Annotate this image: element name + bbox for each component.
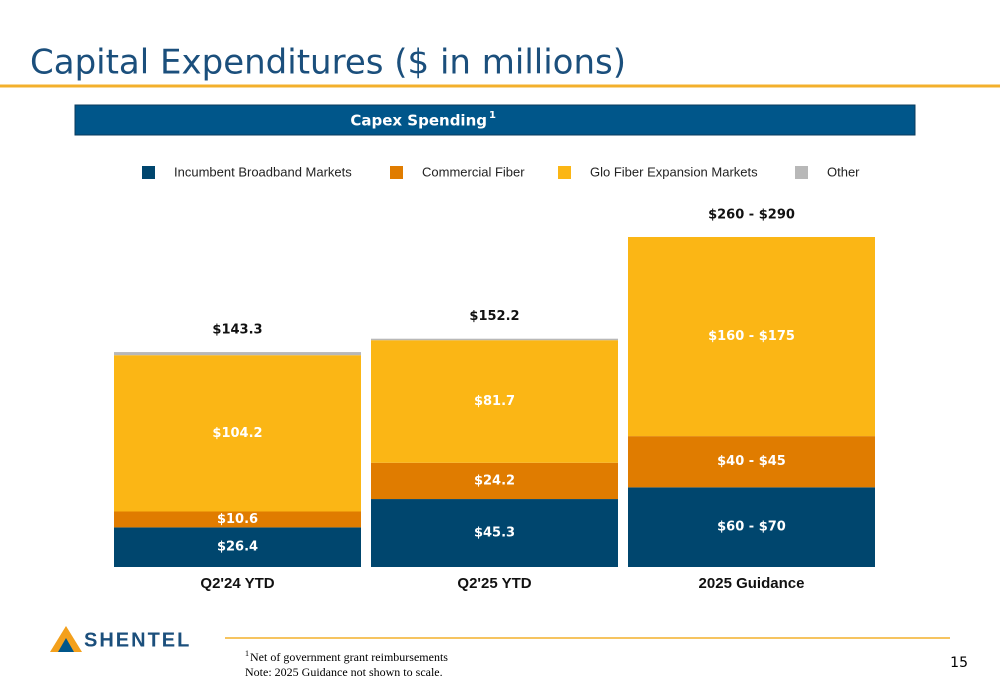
- page-number: 15: [950, 655, 968, 671]
- total-label: $143.3: [212, 323, 262, 338]
- value-label: $160 - $175: [708, 329, 795, 344]
- bar-segment: [628, 237, 875, 437]
- total-label: $260 - $290: [708, 208, 795, 223]
- bar-segment: [371, 340, 618, 463]
- value-label: $45.3: [474, 526, 515, 541]
- legend-swatch: [795, 166, 808, 179]
- bar-segment: [371, 338, 618, 341]
- value-label: $40 - $45: [717, 454, 786, 469]
- bar-segment: [371, 499, 618, 567]
- bar-segment: [114, 511, 361, 528]
- value-label: $60 - $70: [717, 520, 786, 535]
- bar-segment: [628, 487, 875, 567]
- bar-segment: [114, 527, 361, 567]
- value-label: $10.6: [217, 512, 258, 527]
- value-label: $24.2: [474, 473, 515, 488]
- legend-label: Incumbent Broadband Markets: [174, 164, 352, 179]
- x-tick-label: 2025 Guidance: [699, 575, 805, 592]
- legend-label: Commercial Fiber: [422, 164, 525, 179]
- chart-title-marker: 1: [489, 110, 496, 121]
- footnote: Note: 2025 Guidance not shown to scale.: [245, 665, 443, 679]
- logo: SHENTEL: [50, 626, 191, 652]
- total-label: $152.2: [469, 309, 519, 324]
- legend-label: Other: [827, 164, 860, 179]
- legend-swatch: [558, 166, 571, 179]
- logo-text: SHENTEL: [84, 629, 191, 651]
- value-label: $26.4: [217, 540, 258, 555]
- bar-segment: [114, 352, 361, 356]
- slide-title: Capital Expenditures ($ in millions): [30, 43, 626, 83]
- footnote-marker: 1: [245, 649, 249, 658]
- legend-swatch: [142, 166, 155, 179]
- legend-label: Glo Fiber Expansion Markets: [590, 164, 758, 179]
- legend-swatch: [390, 166, 403, 179]
- chart-banner: [74, 104, 916, 136]
- value-label: $81.7: [474, 394, 515, 409]
- bar-segment: [371, 462, 618, 500]
- x-tick-label: Q2'24 YTD: [200, 575, 274, 592]
- footnote: Net of government grant reimbursements: [250, 650, 448, 664]
- value-label: $104.2: [212, 426, 262, 441]
- bar-segment: [628, 436, 875, 488]
- bar-segment: [114, 355, 361, 512]
- x-tick-label: Q2'25 YTD: [457, 575, 531, 592]
- chart-title: Capex Spending: [350, 112, 487, 130]
